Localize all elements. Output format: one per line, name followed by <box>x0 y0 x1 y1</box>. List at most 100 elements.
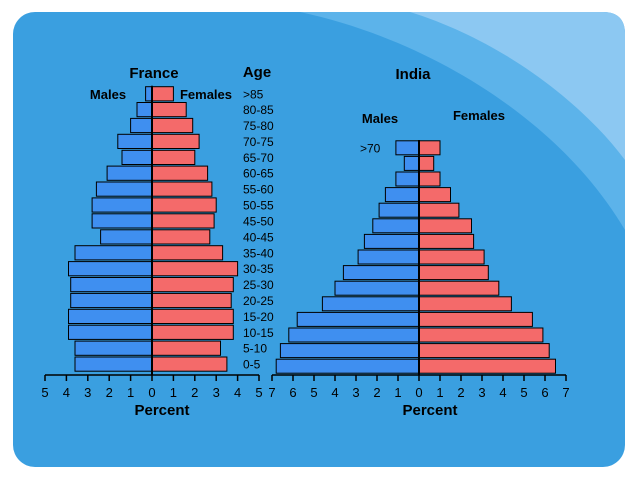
india-tick-label: 5 <box>520 385 527 400</box>
india-tick-label: 7 <box>562 385 569 400</box>
france-tick-label: 2 <box>191 385 198 400</box>
india-female-bar-20-25 <box>418 296 512 312</box>
india-female-bar-35-40 <box>418 249 485 265</box>
india-female-bar-25-30 <box>418 280 500 296</box>
france-age-labels: 0-5 5-10 10-15 15-20 20-25 25-30 30-35 35-40 40-… <box>243 87 274 371</box>
france-title: France <box>129 65 178 82</box>
france-male-bar-70-75 <box>117 133 153 150</box>
france-male-bar-65-70 <box>121 149 153 166</box>
india-tick-label: 4 <box>499 385 506 400</box>
india-females-label: Females <box>453 108 505 123</box>
india-male-bar-50-55 <box>378 202 420 218</box>
india-male-bar-30-35 <box>342 265 420 281</box>
france-female-bar-80-85 <box>151 102 187 118</box>
france-age-label: 75-80 <box>243 119 274 133</box>
india-female-bar-40-45 <box>418 233 475 249</box>
india-male-bar-60-65 <box>395 171 420 187</box>
france-female-bar-20-25 <box>151 292 232 309</box>
india-male-bar->70 <box>395 140 420 156</box>
france-tick-label: 1 <box>170 385 177 400</box>
france-females-label: Females <box>180 87 232 102</box>
india-male-bar-25-30 <box>334 280 420 296</box>
india-tick-label: 2 <box>457 385 464 400</box>
france-age-label: 5-10 <box>243 342 267 356</box>
india-female-bar-5-10 <box>418 343 550 359</box>
age-header: Age <box>243 64 271 81</box>
india-male-bar-5-10 <box>279 343 420 359</box>
france-age-label: 55-60 <box>243 183 274 197</box>
france-male-bar-75-80 <box>130 117 153 134</box>
france-female-bar-25-30 <box>151 277 234 293</box>
france-female-bar-75-80 <box>151 117 194 134</box>
india-age-labels: >70 <box>360 141 381 155</box>
india-female-bar-10-15 <box>418 327 544 343</box>
india-female-bar-65-70 <box>418 155 435 171</box>
france-age-label: 80-85 <box>243 103 274 117</box>
france-male-bar-25-30 <box>70 277 153 293</box>
france-female-bar-40-45 <box>151 229 211 245</box>
france-female-bar->85 <box>151 86 174 102</box>
france-male-bar-80-85 <box>136 102 153 118</box>
france-age-label: 40-45 <box>243 230 274 244</box>
france-bars <box>68 85 239 375</box>
india-female-bar-50-55 <box>418 202 460 218</box>
france-female-bar-30-35 <box>151 261 239 277</box>
india-bars <box>275 140 556 375</box>
india-tick-label: 2 <box>373 385 380 400</box>
france-tick-label: 1 <box>127 385 134 400</box>
india-tick-label: 1 <box>394 385 401 400</box>
india-age-label: >70 <box>360 141 381 155</box>
france-age-label: 15-20 <box>243 310 274 324</box>
france-female-bar-15-20 <box>151 308 234 324</box>
france-female-bar-50-55 <box>151 197 217 213</box>
india-tick-label: 6 <box>289 385 296 400</box>
france-tick-label: 3 <box>213 385 220 400</box>
india-tick-label: 3 <box>352 385 359 400</box>
france-male-bar-45-50 <box>91 213 153 229</box>
france-female-bar-65-70 <box>151 149 196 166</box>
france-female-bar-35-40 <box>151 245 224 261</box>
india-female-bar->70 <box>418 140 441 156</box>
france-males-label: Males <box>90 87 126 102</box>
france-age-label: 25-30 <box>243 278 274 292</box>
india-tick-label: 0 <box>415 385 422 400</box>
india-male-bar-10-15 <box>288 327 420 343</box>
india-male-bar-20-25 <box>321 296 420 312</box>
india-tick-label: 6 <box>541 385 548 400</box>
france-male-bar-50-55 <box>91 197 153 213</box>
france-male-bar-15-20 <box>68 308 153 324</box>
france-male-bar-10-15 <box>68 324 153 340</box>
india-female-bar-0-5 <box>418 358 556 374</box>
france-age-label: 45-50 <box>243 214 274 228</box>
france-male-bar-5-10 <box>74 340 153 356</box>
france-female-bar-60-65 <box>151 165 209 181</box>
background-swoosh-light <box>410 12 625 160</box>
india-tick-label: 4 <box>331 385 338 400</box>
france-age-label: 60-65 <box>243 167 274 181</box>
france-tick-label: 4 <box>234 385 241 400</box>
france-tick-label: 4 <box>63 385 70 400</box>
france-age-label: 65-70 <box>243 151 274 165</box>
india-female-bar-30-35 <box>418 265 489 281</box>
france-male-bar-20-25 <box>70 292 153 309</box>
india-male-bar-45-50 <box>372 218 420 234</box>
india-tick-label: 1 <box>436 385 443 400</box>
india-tick-label: 5 <box>310 385 317 400</box>
france-male-bar-55-60 <box>95 181 153 197</box>
india-female-bar-60-65 <box>418 171 441 187</box>
france-age-label: 0-5 <box>243 358 261 372</box>
france-male-bar-0-5 <box>74 356 153 372</box>
france-age-label: 70-75 <box>243 135 274 149</box>
france-female-bar-10-15 <box>151 324 234 340</box>
france-male-bar-60-65 <box>106 165 153 181</box>
india-female-bar-45-50 <box>418 218 472 234</box>
india-title: India <box>395 66 431 83</box>
france-tick-label: 3 <box>84 385 91 400</box>
france-male-bar-30-35 <box>68 261 153 277</box>
india-female-bar-55-60 <box>418 187 451 203</box>
france-tick-label: 0 <box>148 385 155 400</box>
india-tick-label: 3 <box>478 385 485 400</box>
